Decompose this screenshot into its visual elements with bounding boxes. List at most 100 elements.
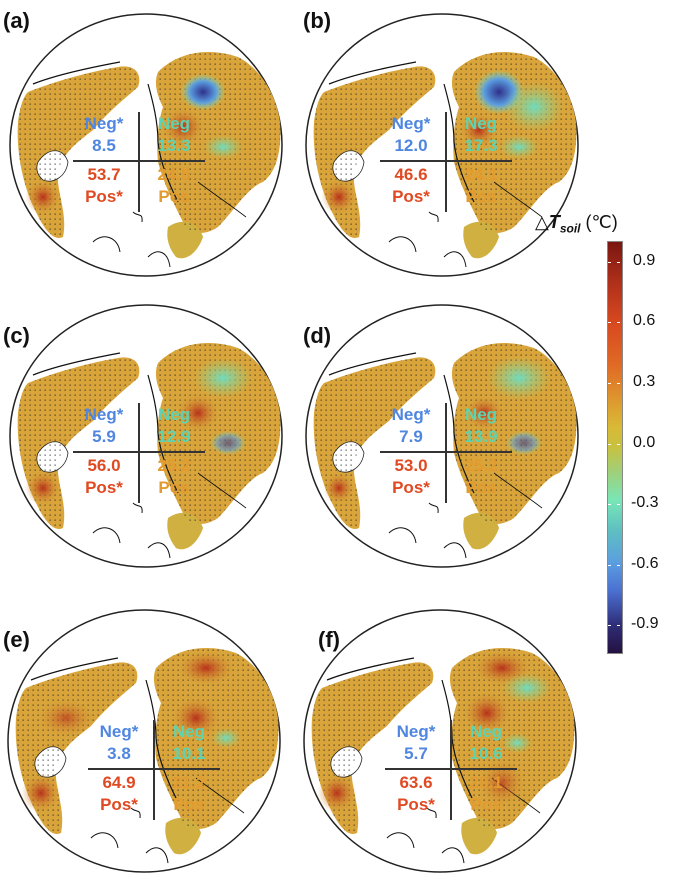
neg-label: Neg (464, 405, 498, 424)
polar-map (304, 12, 580, 278)
divider (73, 160, 205, 162)
neg-sig-label: Neg* (391, 405, 431, 424)
tick-mark (608, 625, 611, 626)
colorbar-tick-label: 0.6 (633, 312, 656, 329)
neg-label: Neg (157, 114, 191, 133)
pos-value: 20.1 (469, 773, 503, 792)
variable-subscript: soil (559, 221, 581, 236)
neg-value: 10.1 (172, 744, 206, 763)
unit-label: (℃) (585, 212, 618, 232)
panel-label: (f) (318, 627, 340, 652)
colorbar-tick-label: -0.6 (631, 555, 659, 572)
panel-label: (d) (303, 323, 332, 348)
stat-table: Neg* 8.5 Neg 13.3 53.7 Pos* 24.5 Pos (73, 112, 205, 212)
panel-e (6, 608, 282, 874)
pos-value: 25.2 (464, 456, 498, 475)
stat-table: Neg* 3.8 Neg 10.1 64.9 Pos* 21.2 Pos (88, 720, 220, 820)
tick-mark (617, 565, 620, 566)
polar-map (302, 608, 578, 874)
divider (445, 403, 447, 503)
pos-value: 25.2 (157, 456, 191, 475)
neg-value: 10.6 (469, 744, 503, 763)
colorbar-title: △Tsoil (℃) (535, 212, 618, 236)
neg-sig-label: Neg* (99, 722, 139, 741)
stat-table: Neg* 5.7 Neg 10.6 63.6 Pos* 20.1 Pos (385, 720, 517, 820)
stat-table: Neg* 5.9 Neg 12.9 56.0 Pos* 25.2 Pos (73, 403, 205, 503)
variable-symbol: T (548, 212, 560, 232)
divider (450, 720, 452, 820)
tick-mark (608, 565, 611, 566)
neg-label: Neg (464, 114, 498, 133)
tick-mark (608, 504, 611, 505)
colorbar-tick-label: 0.0 (633, 434, 656, 451)
polar-map (8, 303, 284, 569)
tick-mark (617, 262, 620, 263)
neg-value: 12.9 (157, 427, 191, 446)
tick-mark (617, 504, 620, 505)
neg-sig-value: 5.9 (92, 427, 116, 446)
colorbar (607, 241, 623, 654)
delta-symbol: △ (535, 212, 549, 232)
tick-mark (608, 262, 611, 263)
tick-mark (617, 322, 620, 323)
neg-label: Neg (172, 722, 206, 741)
pos-label: Pos (158, 478, 190, 497)
panel-b (304, 12, 580, 278)
polar-map (304, 303, 580, 569)
panel-a (8, 12, 284, 278)
panel-label: (e) (3, 627, 30, 652)
panel-label: (c) (3, 323, 30, 348)
pos-sig-label: Pos* (100, 795, 138, 814)
divider (380, 160, 512, 162)
divider (138, 403, 140, 503)
stat-table: Neg* 7.9 Neg 13.9 53.0 Pos* 25.2 Pos (380, 403, 512, 503)
colorbar-tick-label: 0.3 (633, 373, 656, 390)
divider (73, 451, 205, 453)
pos-label: Pos (470, 795, 502, 814)
neg-sig-label: Neg* (84, 114, 124, 133)
neg-value: 13.3 (157, 136, 191, 155)
divider (445, 112, 447, 212)
pos-sig-label: Pos* (397, 795, 435, 814)
neg-sig-value: 3.8 (107, 744, 131, 763)
pos-sig-label: Pos* (392, 478, 430, 497)
divider (385, 768, 517, 770)
neg-sig-label: Neg* (84, 405, 124, 424)
divider (138, 112, 140, 212)
polar-map (8, 12, 284, 278)
pos-label: Pos (465, 187, 497, 206)
tick-mark (608, 322, 611, 323)
panel-c (8, 303, 284, 569)
neg-value: 13.9 (464, 427, 498, 446)
pos-sig-label: Pos* (85, 478, 123, 497)
neg-sig-value: 7.9 (399, 427, 423, 446)
neg-value: 17.3 (464, 136, 498, 155)
stat-table: Neg* 12.0 Neg 17.3 46.6 Pos* 24.1 Pos (380, 112, 512, 212)
panel-label: (b) (303, 8, 332, 33)
colorbar-tick-label: -0.3 (631, 494, 659, 511)
divider (153, 720, 155, 820)
panel-f (302, 608, 578, 874)
neg-sig-label: Neg* (391, 114, 431, 133)
neg-label: Neg (469, 722, 503, 741)
pos-sig-value: 63.6 (399, 773, 433, 792)
divider (380, 451, 512, 453)
tick-mark (617, 383, 620, 384)
tick-mark (608, 383, 611, 384)
pos-sig-value: 53.7 (87, 165, 121, 184)
colorbar-tick-label: 0.9 (633, 252, 656, 269)
tick-mark (617, 444, 620, 445)
pos-value: 24.1 (464, 165, 498, 184)
panel-d (304, 303, 580, 569)
pos-sig-label: Pos* (392, 187, 430, 206)
divider (88, 768, 220, 770)
tick-mark (608, 444, 611, 445)
neg-label: Neg (157, 405, 191, 424)
panel-label: (a) (3, 8, 30, 33)
pos-value: 24.5 (157, 165, 191, 184)
neg-sig-value: 12.0 (394, 136, 428, 155)
pos-sig-value: 53.0 (394, 456, 428, 475)
neg-sig-value: 8.5 (92, 136, 116, 155)
tick-mark (617, 625, 620, 626)
pos-sig-label: Pos* (85, 187, 123, 206)
